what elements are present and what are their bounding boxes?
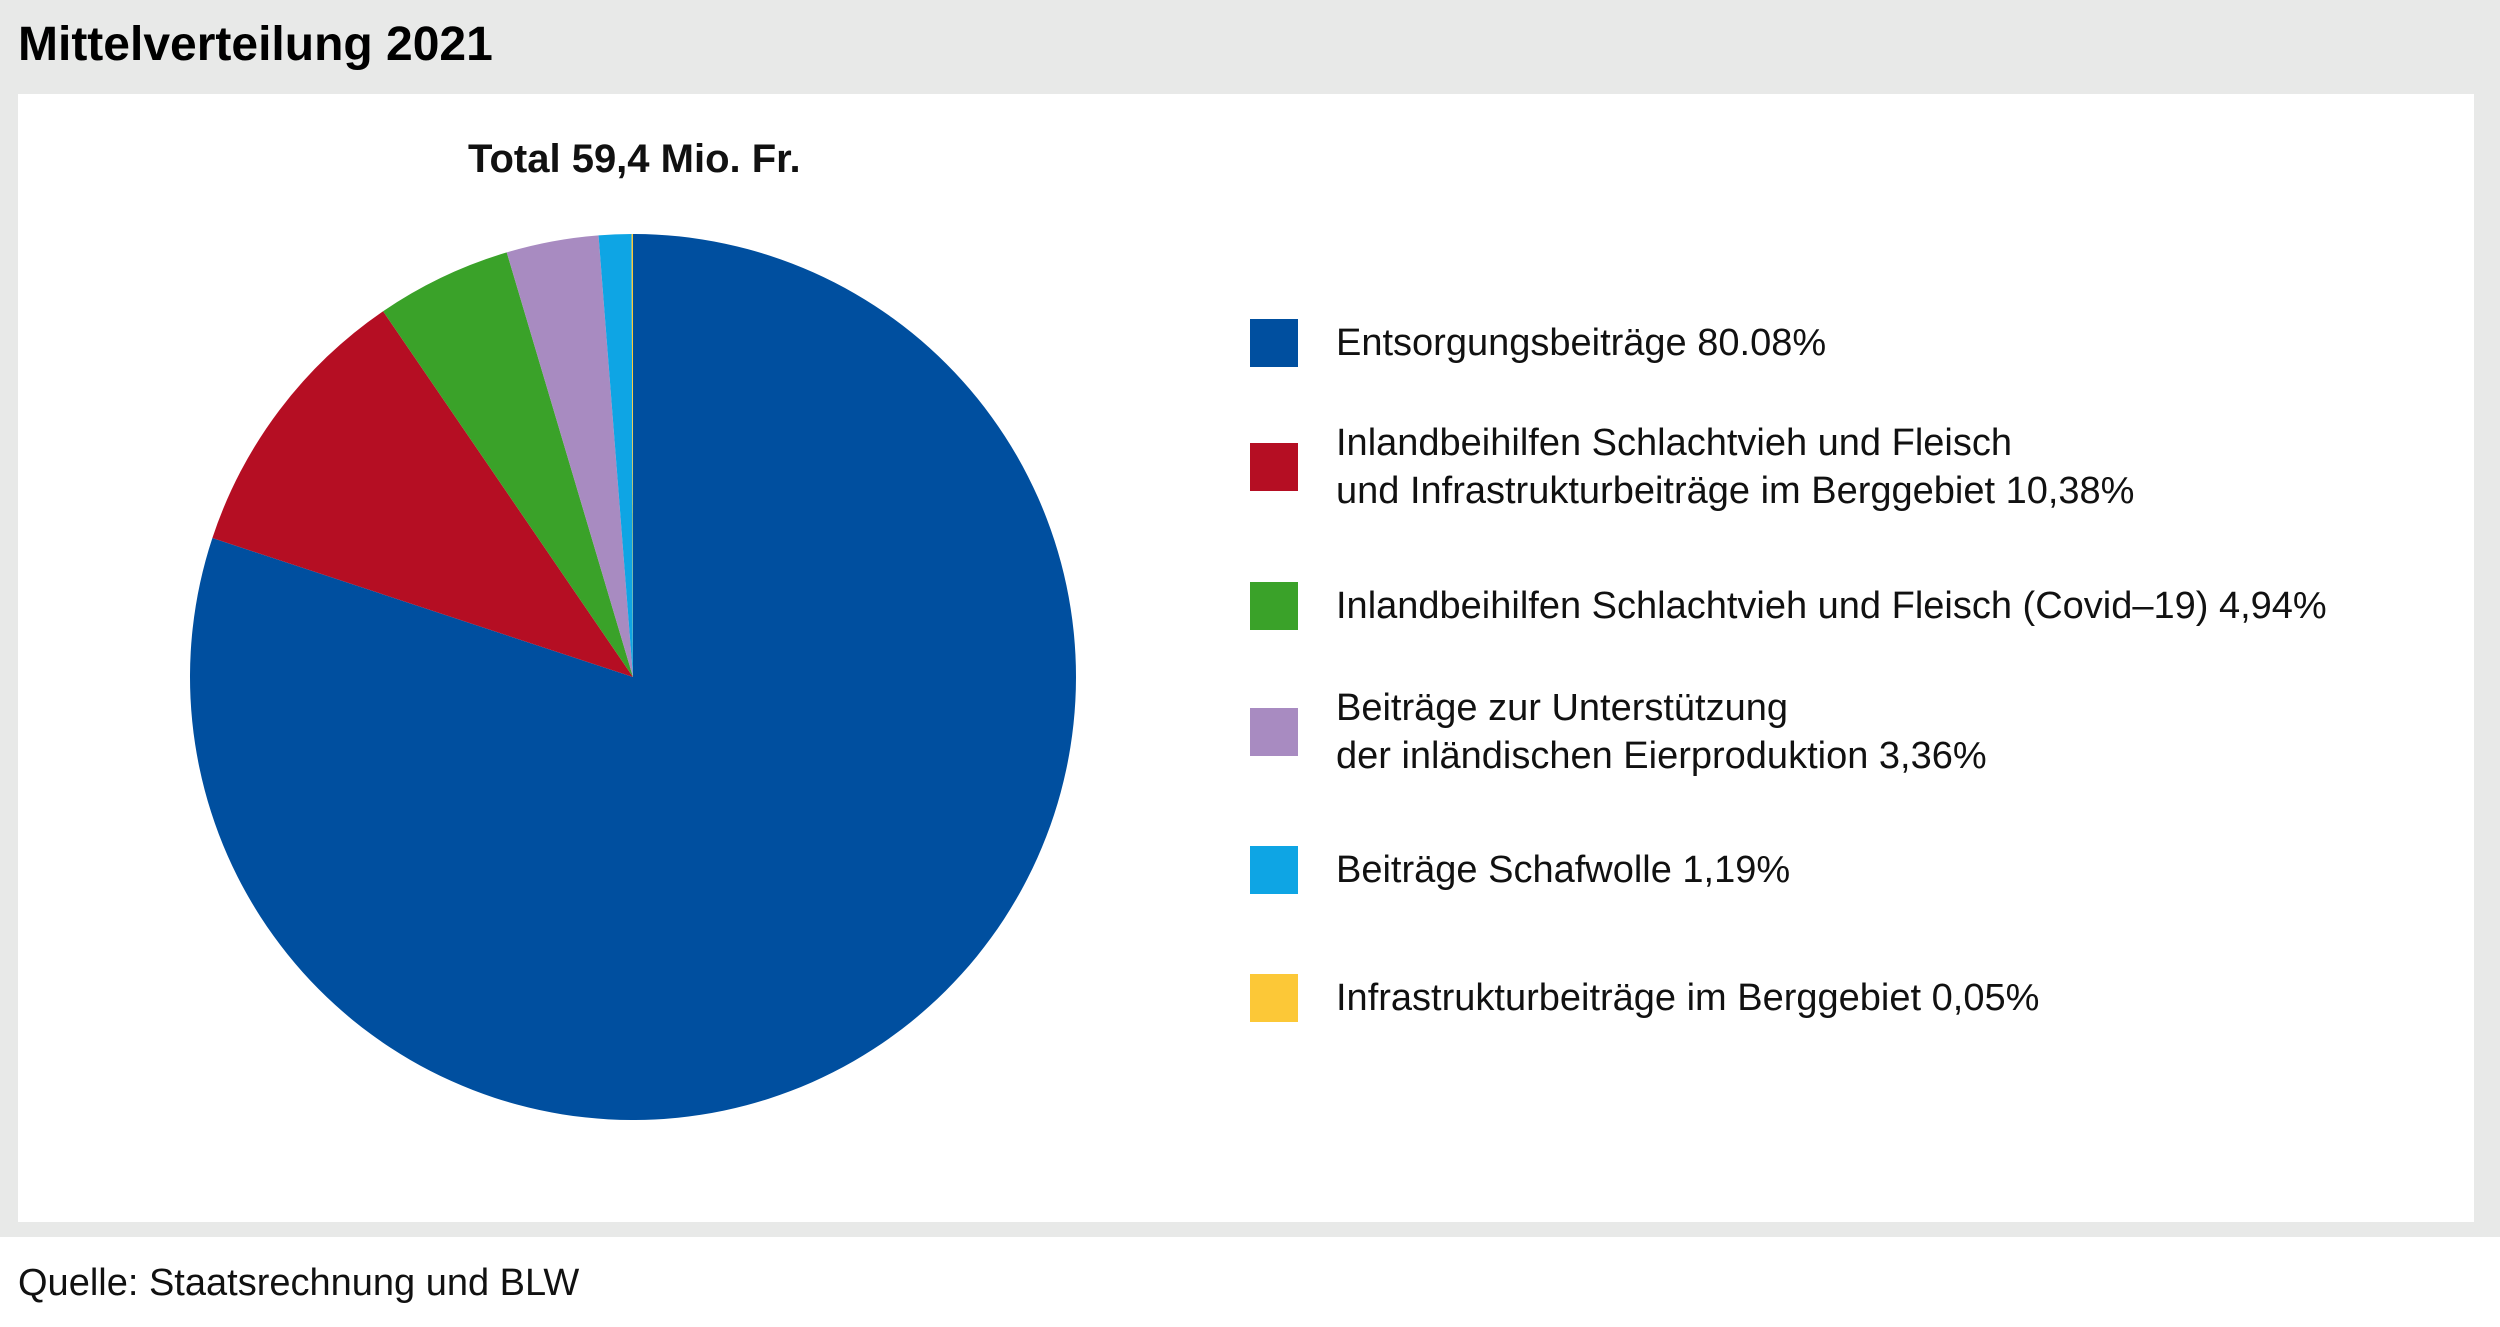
legend-item-3: Inlandbeihilfen Schlachtvieh und Fleisch…	[1250, 582, 2327, 630]
pie-slice-4	[506, 235, 633, 677]
legend-swatch-3	[1250, 582, 1298, 630]
legend-item-5: Beiträge Schafwolle 1,19%	[1250, 846, 1790, 894]
legend-label-6: Infrastrukturbeiträge im Berggebiet 0,05…	[1336, 977, 2040, 1019]
pie-slice-3	[383, 252, 633, 677]
legend-swatch-6	[1250, 974, 1298, 1022]
chart-subtitle-total: Total 59,4 Mio. Fr.	[468, 137, 801, 181]
legend-item-6: Infrastrukturbeiträge im Berggebiet 0,05…	[1250, 974, 2039, 1022]
legend-label-3: Inlandbeihilfen Schlachtvieh und Fleisch…	[1336, 585, 2327, 627]
pie-slice-6	[631, 234, 633, 677]
legend-label-5: Beiträge Schafwolle 1,19%	[1336, 849, 1791, 891]
pie-slice-5	[598, 234, 633, 677]
chart-title: Mittelverteilung 2021	[18, 18, 493, 71]
legend-swatch-1	[1250, 319, 1298, 367]
legend-swatch-5	[1250, 846, 1298, 894]
legend-item-2: Inlandbeihilfen Schlachtvieh und Fleisch…	[1250, 419, 2134, 515]
legend-swatch-2	[1250, 443, 1298, 491]
legend-label-4: Beiträge zur Unterstützung der inländisc…	[1336, 687, 1987, 777]
legend-item-1: Entsorgungsbeiträge 80.08%	[1250, 319, 1826, 367]
source-note: Quelle: Staatsrechnung und BLW	[18, 1262, 580, 1304]
legend-label-2: Inlandbeihilfen Schlachtvieh und Fleisch…	[1336, 422, 2135, 512]
pie-slice-2	[212, 311, 633, 677]
pie-chart	[189, 234, 1077, 1120]
legend-swatch-4	[1250, 708, 1298, 756]
legend-item-4: Beiträge zur Unterstützung der inländisc…	[1250, 684, 1987, 780]
chart-panel: Total 59,4 Mio. Fr. Entsorgungsbeiträge …	[18, 94, 2474, 1222]
chart-frame: Mittelverteilung 2021 Total 59,4 Mio. Fr…	[0, 0, 2500, 1237]
legend-label-1: Entsorgungsbeiträge 80.08%	[1336, 322, 1827, 364]
